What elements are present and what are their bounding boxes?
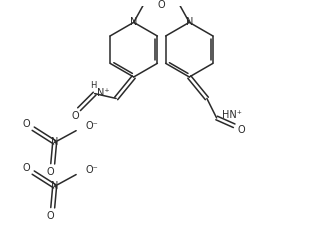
Text: O⁻: O⁻ (86, 121, 99, 131)
Text: O: O (47, 210, 55, 221)
Text: O: O (47, 167, 55, 177)
Text: H: H (90, 81, 97, 90)
Text: N⁺: N⁺ (97, 88, 109, 98)
Text: O: O (237, 125, 245, 135)
Text: N: N (51, 181, 58, 191)
Text: O: O (23, 119, 30, 129)
Text: O⁻: O⁻ (86, 165, 99, 175)
Text: N: N (186, 17, 193, 27)
Text: O: O (71, 111, 79, 121)
Text: N: N (51, 137, 58, 147)
Text: N: N (130, 17, 137, 27)
Text: HN⁺: HN⁺ (222, 110, 242, 120)
Text: O: O (23, 163, 30, 173)
Text: O: O (158, 0, 165, 10)
